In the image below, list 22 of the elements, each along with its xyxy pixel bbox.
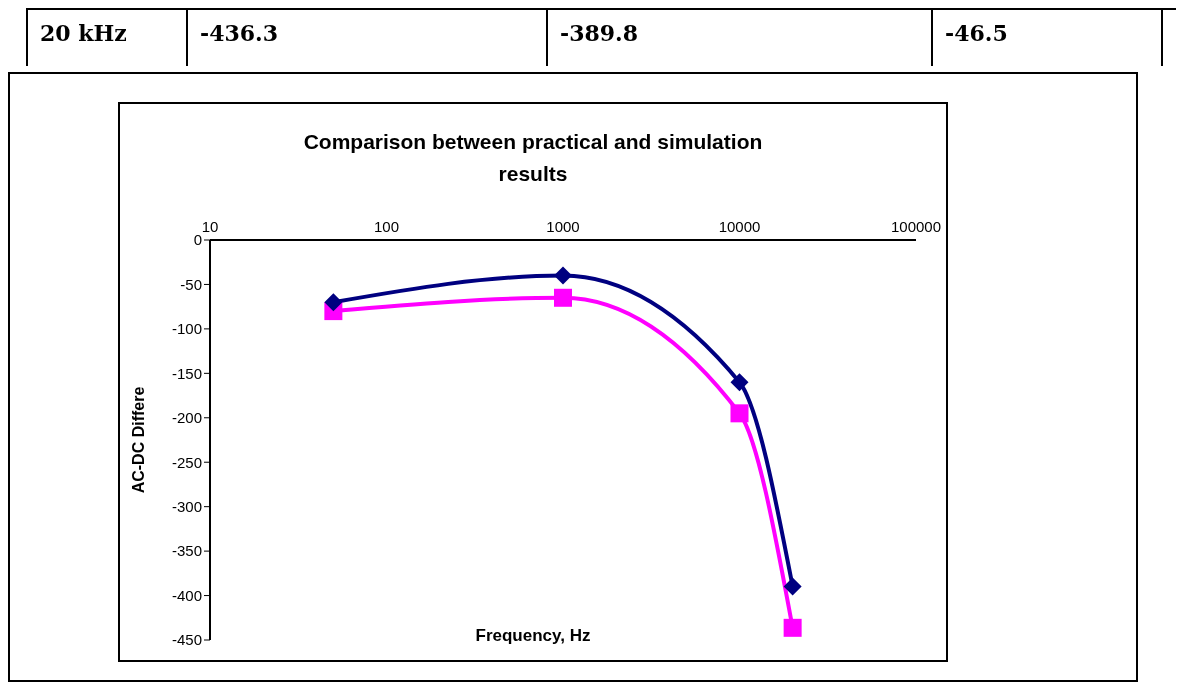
- y-tick-label: -150: [171, 364, 202, 382]
- x-tick-label: 1000: [546, 218, 580, 235]
- text: -436.3: [188, 10, 548, 66]
- y-tick-label: -100: [171, 320, 202, 338]
- text: -389.8: [548, 10, 933, 66]
- y-tick-label: -350: [171, 542, 202, 560]
- y-tick-label: -300: [171, 497, 202, 515]
- y-axis-title: AC-DC Differe: [129, 386, 147, 494]
- y-tick-label: 0: [193, 231, 202, 249]
- text: -46.5: [933, 10, 1163, 66]
- chart-title: Comparison between practical and simulation results: [302, 129, 764, 187]
- x-tick-label: 100000: [890, 218, 942, 235]
- y-tick-label: -50: [180, 275, 202, 293]
- x-tick-label: 100: [373, 218, 400, 235]
- x-tick-label: 10: [201, 218, 219, 235]
- x-axis-title: Frequency, Hz: [475, 626, 591, 645]
- y-tick-label: -250: [171, 453, 202, 471]
- y-tick-label: -450: [171, 631, 202, 649]
- x-tick-label: 10000: [718, 218, 761, 235]
- text: 20 kHz: [28, 10, 188, 66]
- y-tick-label: -200: [171, 409, 202, 427]
- y-tick-label: -400: [171, 586, 202, 604]
